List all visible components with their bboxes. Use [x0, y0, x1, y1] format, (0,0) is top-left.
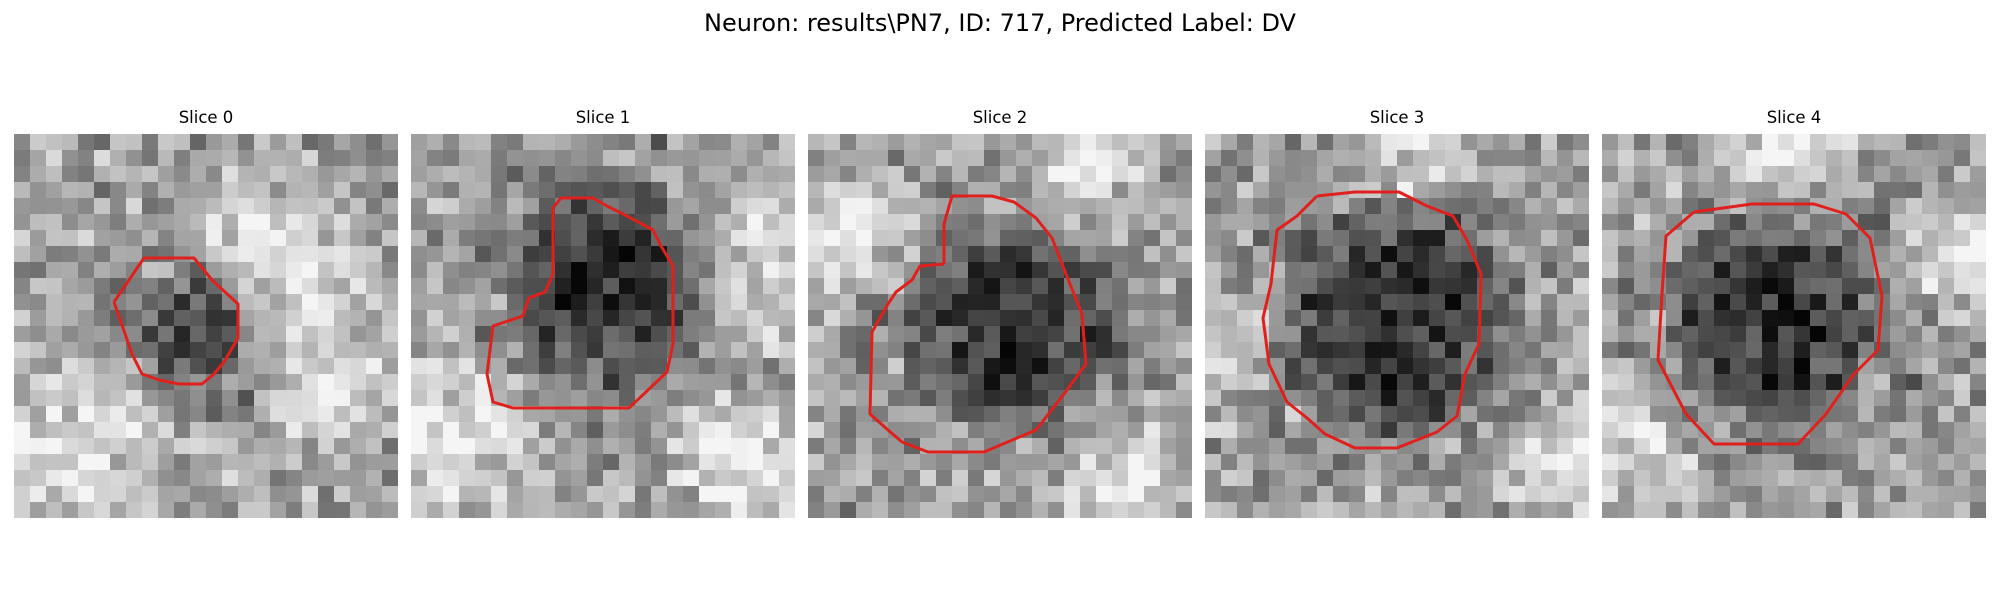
- slice-title-4: Slice 4: [1766, 108, 1822, 127]
- slice-panel-4: Slice 4: [1602, 108, 1986, 518]
- slice-title-0: Slice 0: [178, 108, 234, 127]
- slice-pixels-3: [1205, 134, 1589, 518]
- slice-image-3: [1205, 134, 1589, 518]
- slice-title-2: Slice 2: [972, 108, 1028, 127]
- slice-pixels-1: [411, 134, 795, 518]
- slice-contour-0: [112, 256, 240, 386]
- slice-title-1: Slice 1: [575, 108, 631, 127]
- slice-contour-2: [868, 194, 1088, 454]
- slice-title-3: Slice 3: [1369, 108, 1425, 127]
- slice-image-4: [1602, 134, 1986, 518]
- slice-pixels-0: [14, 134, 398, 518]
- slice-contour-1: [485, 196, 675, 410]
- slice-pixels-4: [1602, 134, 1986, 518]
- slice-panel-2: Slice 2: [808, 108, 1192, 518]
- slice-panel-3: Slice 3: [1205, 108, 1589, 518]
- slice-contour-4: [1656, 202, 1884, 446]
- slice-image-0: [14, 134, 398, 518]
- slice-pixels-2: [808, 134, 1192, 518]
- slice-image-2: [808, 134, 1192, 518]
- slice-panel-1: Slice 1: [411, 108, 795, 518]
- figure-title: Neuron: results\PN7, ID: 717, Predicted …: [704, 9, 1296, 37]
- slice-contour-3: [1261, 190, 1483, 450]
- slice-image-1: [411, 134, 795, 518]
- slice-panel-0: Slice 0: [14, 108, 398, 518]
